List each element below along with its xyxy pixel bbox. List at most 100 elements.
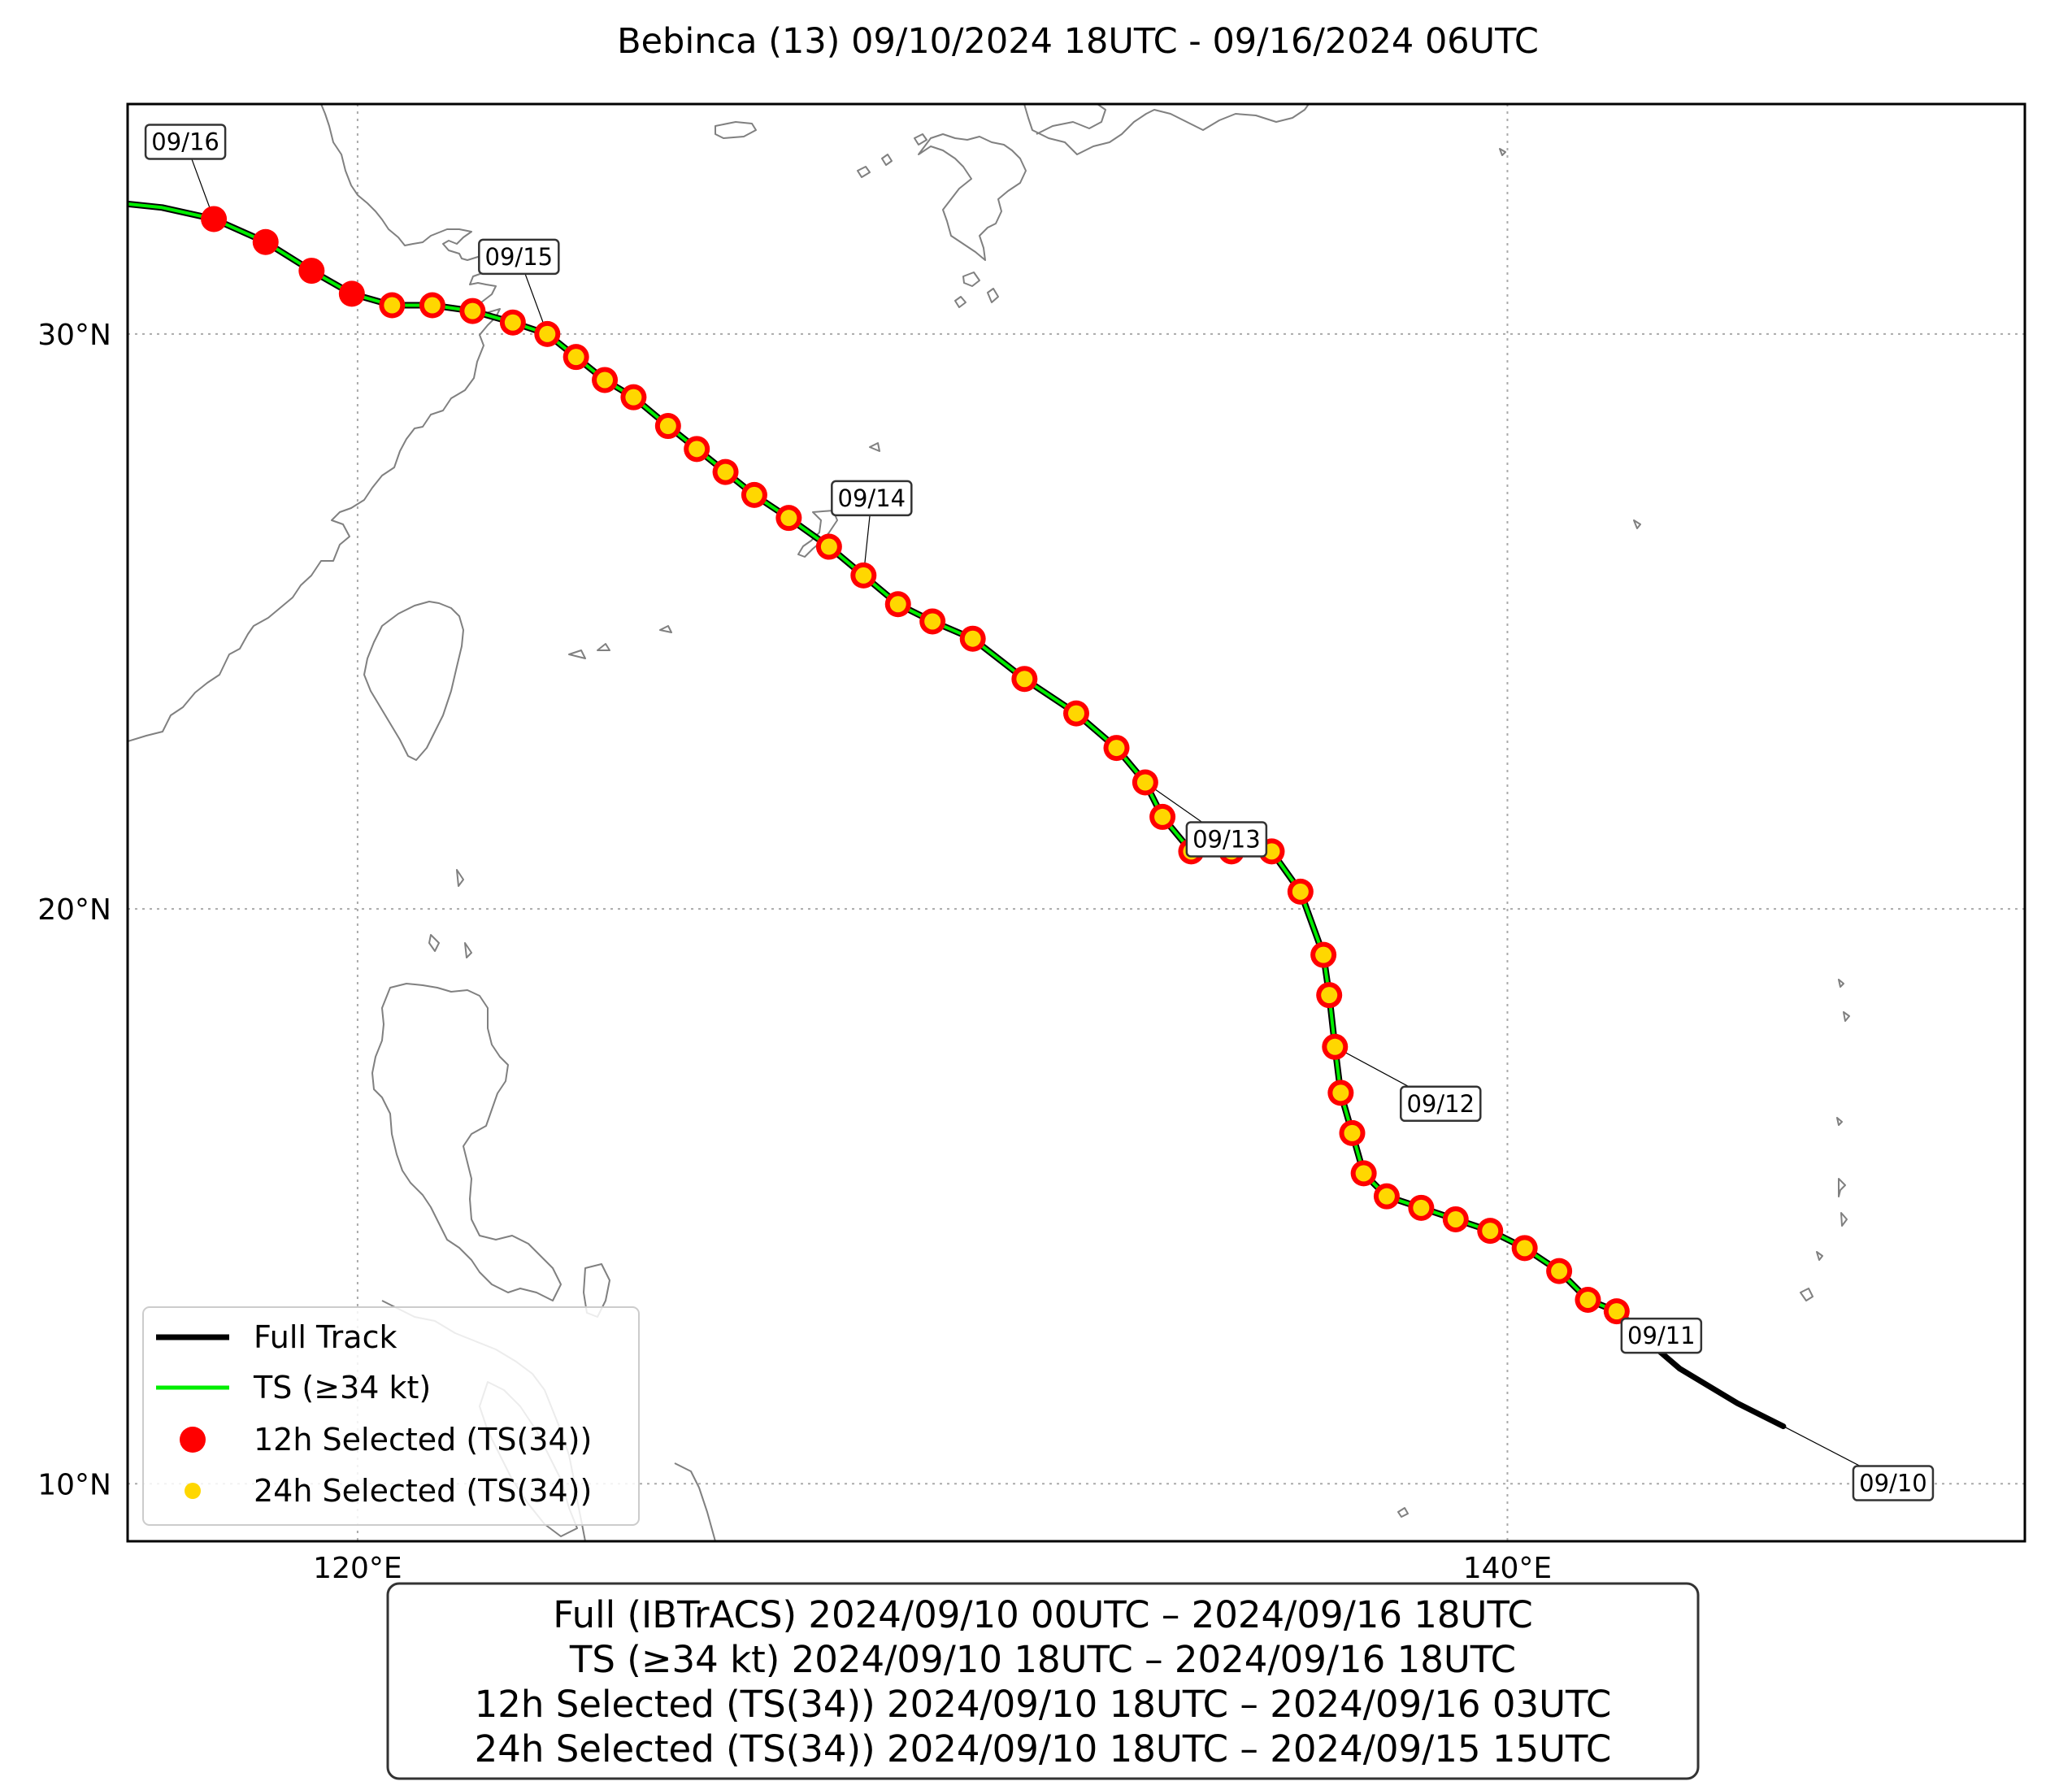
selected-24h-points <box>384 297 1625 1320</box>
selected-24h-point <box>1608 1303 1625 1320</box>
coastline-kyushu <box>918 133 1027 261</box>
legend-swatch-24h <box>185 1483 201 1499</box>
selected-24h-point <box>1292 883 1309 900</box>
x-tick-label: 120°E <box>313 1552 402 1585</box>
selected-24h-point <box>659 418 676 435</box>
selected-24h-point <box>820 538 837 555</box>
ts-track-outline <box>128 200 1620 1315</box>
selected-24h-point <box>855 567 872 584</box>
date-label: 09/14 <box>838 484 906 512</box>
y-tick-label: 20°N <box>37 893 111 927</box>
map-title: Bebinca (13) 09/10/2024 18UTC - 09/16/20… <box>617 21 1539 62</box>
coastline-ryukyu-small <box>568 442 880 659</box>
selected-24h-point <box>1068 705 1084 722</box>
summary-line-ts: TS (≥34 kt) 2024/09/10 18UTC – 2024/09/1… <box>569 1638 1516 1681</box>
date-label-box <box>831 480 913 517</box>
selected-24h-point <box>1327 1038 1344 1055</box>
date-label: 09/13 <box>1192 825 1261 853</box>
plot-frame <box>126 102 2026 1543</box>
selected-24h-point <box>1355 1165 1372 1182</box>
date-label-box <box>478 238 560 276</box>
selected-24h-point <box>688 441 706 458</box>
selected-24h-point <box>384 297 401 314</box>
selected-24h-point <box>964 630 981 647</box>
selected-24h-point <box>597 371 614 389</box>
coastline-honshu <box>1023 104 1310 155</box>
legend-swatch-12h <box>180 1427 206 1453</box>
selected-24h-point <box>1332 1084 1349 1101</box>
coastline-china <box>128 104 501 742</box>
selected-24h-point <box>1413 1199 1430 1216</box>
legend-label-24h: 24h Selected (TS(34)) <box>254 1473 592 1509</box>
coastline-luzon <box>371 983 562 1301</box>
summary-frame <box>386 1582 1700 1780</box>
selected-24h-point <box>1516 1240 1533 1257</box>
date-label: 09/16 <box>151 128 219 155</box>
date-label: 09/11 <box>1627 1322 1696 1349</box>
coastline-japan-small <box>715 121 927 178</box>
selected-24h-point <box>780 510 797 527</box>
coastline-kyushu-islands <box>954 272 999 308</box>
coastline-minor-islands-2 <box>428 869 472 958</box>
selected-24h-point <box>1263 843 1280 860</box>
date-label: 09/10 <box>1859 1470 1927 1497</box>
coastlines <box>128 104 1850 1541</box>
date-label-box <box>1400 1085 1482 1123</box>
legend-label-12h: 12h Selected (TS(34)) <box>254 1422 592 1458</box>
selected-24h-point <box>745 486 762 503</box>
selected-24h-point <box>539 325 556 342</box>
date-label: 09/12 <box>1406 1090 1475 1118</box>
y-tick-label: 30°N <box>37 319 111 352</box>
selected-12h-point <box>298 258 325 285</box>
selected-24h-point <box>1447 1210 1464 1227</box>
selected-24h-point <box>1108 740 1125 757</box>
legend: Full Track TS (≥34 kt) 12h Selected (TS(… <box>142 1306 640 1526</box>
date-label-box <box>144 124 227 160</box>
selected-24h-point <box>567 349 584 366</box>
axis-tick-labels: 120°E 140°E 30°N 20°N 10°N <box>37 319 1552 1585</box>
coastline-pacific-islands <box>1397 148 1850 1518</box>
selected-12h-point <box>201 206 228 232</box>
selected-24h-point <box>889 596 906 613</box>
selected-24h-point <box>1344 1124 1361 1141</box>
selected-24h-point <box>464 302 481 319</box>
selected-24h-point <box>1136 774 1153 791</box>
legend-box <box>142 1306 640 1526</box>
coastline-minor-islands-1 <box>674 1462 716 1541</box>
selected-24h-point <box>1154 808 1171 825</box>
coastline-okinawa <box>797 510 838 558</box>
selected-24h-point <box>1315 946 1332 963</box>
date-labels: 09/10 09/11 09/12 09/13 09/14 09/15 09/16 <box>144 124 1935 1501</box>
date-label-box <box>1852 1465 1935 1501</box>
selected-12h-points <box>201 206 1630 1325</box>
selected-12h-point <box>252 228 279 255</box>
date-label-box <box>1620 1317 1703 1354</box>
summary-line-full: Full (IBTrACS) 2024/09/10 00UTC – 2024/0… <box>553 1593 1533 1636</box>
summary-line-12h: 12h Selected (TS(34)) 2024/09/10 18UTC –… <box>475 1683 1612 1726</box>
selected-24h-point <box>625 389 642 406</box>
selected-24h-point <box>924 613 941 630</box>
coastline-shikoku <box>1036 104 1106 135</box>
date-label: 09/15 <box>485 243 554 271</box>
selected-24h-point <box>1482 1223 1499 1240</box>
selected-12h-point <box>338 280 365 307</box>
selected-24h-point <box>1579 1291 1596 1308</box>
summary-box: Full (IBTrACS) 2024/09/10 00UTC – 2024/0… <box>386 1582 1700 1780</box>
selected-24h-point <box>717 463 734 480</box>
summary-line-24h: 24h Selected (TS(34)) 2024/09/10 18UTC –… <box>475 1727 1612 1770</box>
selected-24h-point <box>1378 1188 1395 1205</box>
selected-24h-point <box>1551 1262 1568 1280</box>
selected-24h-point <box>1016 671 1033 688</box>
y-tick-label: 10°N <box>37 1468 111 1501</box>
selected-24h-point <box>424 297 441 314</box>
x-tick-label: 140°E <box>1463 1552 1552 1585</box>
ts-track-line <box>128 202 1618 1314</box>
coastline-taiwan <box>363 601 464 761</box>
selected-24h-point <box>504 314 521 331</box>
selected-24h-point <box>1321 987 1338 1004</box>
date-leader-lines <box>185 141 1894 1484</box>
legend-label-full-track: Full Track <box>254 1319 397 1355</box>
legend-label-ts: TS (≥34 kt) <box>253 1370 431 1405</box>
date-label-box <box>1185 821 1268 858</box>
